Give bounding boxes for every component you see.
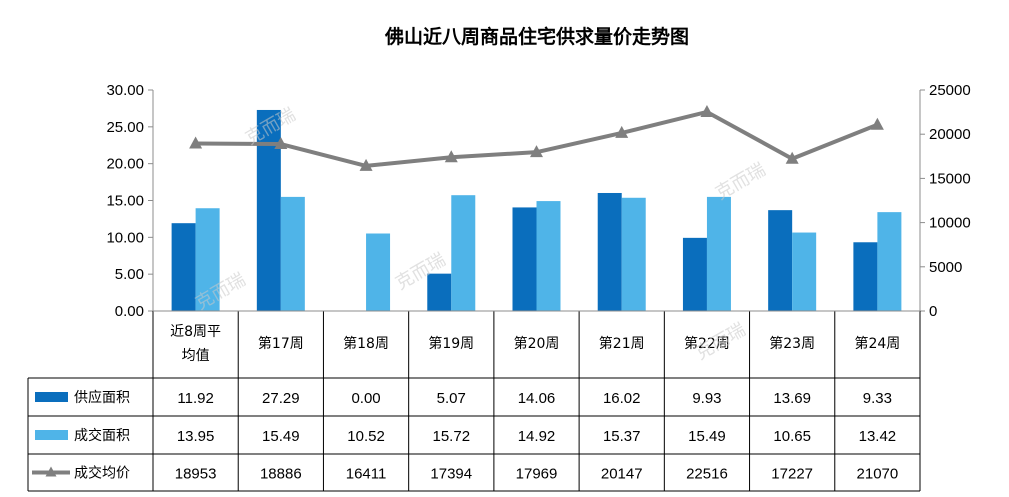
bar-supply-area <box>171 223 196 311</box>
bar-deal-area <box>195 208 220 311</box>
data-label: 13.69 <box>773 390 811 407</box>
point-avg-price <box>359 158 373 171</box>
data-label: 5.07 <box>437 390 466 407</box>
data-label: 16411 <box>346 466 387 483</box>
left-tick-label: 20.00 <box>106 156 144 173</box>
right-tick-label: 5000 <box>929 259 962 276</box>
data-label: 15.49 <box>688 428 726 445</box>
left-tick-label: 10.00 <box>106 229 144 246</box>
data-label: 14.06 <box>518 390 556 407</box>
point-avg-price <box>700 104 714 117</box>
bar-supply-area <box>768 210 793 311</box>
point-avg-price <box>189 136 203 149</box>
bar-deal-area <box>280 196 305 311</box>
data-label: 17227 <box>771 466 813 483</box>
category-label: 第20周 <box>514 335 560 352</box>
data-label: 0.00 <box>351 390 380 407</box>
legend-swatch <box>35 430 68 440</box>
chart-title: 佛山近八周商品住宅供求量价走势图 <box>384 25 689 48</box>
data-label: 10.52 <box>347 428 385 445</box>
category-label: 均值 <box>182 348 210 364</box>
data-label: 9.33 <box>863 390 892 407</box>
data-label: 13.42 <box>859 428 897 445</box>
data-label: 9.93 <box>692 390 721 407</box>
data-label: 17394 <box>430 466 472 483</box>
bar-supply-area <box>427 273 452 311</box>
bar-deal-area <box>877 212 902 311</box>
right-tick-label: 25000 <box>929 82 971 99</box>
data-label: 15.72 <box>433 428 471 445</box>
data-label: 15.37 <box>603 428 641 445</box>
data-label: 15.49 <box>262 428 300 445</box>
category-label: 近8周平 <box>170 324 221 340</box>
point-avg-price <box>615 125 629 138</box>
bar-supply-area <box>512 207 537 311</box>
category-label: 第19周 <box>428 335 474 352</box>
bar-deal-area <box>366 233 391 311</box>
category-label: 第17周 <box>258 335 304 352</box>
data-label: 16.02 <box>603 390 641 407</box>
bar-deal-area <box>792 232 817 311</box>
right-tick-label: 0 <box>929 303 937 320</box>
legend-label: 成交面积 <box>74 427 130 444</box>
watermark: 克而瑞 <box>692 319 749 364</box>
left-tick-label: 0.00 <box>115 303 144 320</box>
point-avg-price <box>870 117 884 130</box>
bar-deal-area <box>621 197 646 311</box>
bar-deal-area <box>451 195 476 311</box>
category-label: 第24周 <box>854 335 900 352</box>
legend-label: 供应面积 <box>74 389 130 406</box>
right-tick-label: 20000 <box>929 126 971 143</box>
bar-supply-area <box>597 192 622 311</box>
data-label: 10.65 <box>773 428 811 445</box>
category-label: 第22周 <box>684 335 730 352</box>
category-label: 第18周 <box>343 335 389 352</box>
data-label: 20147 <box>601 466 643 483</box>
right-tick-label: 15000 <box>929 170 971 187</box>
data-label: 13.95 <box>177 428 215 445</box>
bar-deal-area <box>536 201 561 311</box>
category-label: 第23周 <box>769 335 815 352</box>
right-tick-label: 10000 <box>929 215 971 232</box>
left-tick-label: 5.00 <box>115 266 144 283</box>
point-avg-price <box>444 150 458 163</box>
legend-marker <box>45 466 57 477</box>
point-avg-price <box>785 151 799 164</box>
point-avg-price <box>530 145 543 158</box>
bar-deal-area <box>706 196 731 311</box>
left-tick-label: 15.00 <box>106 193 144 210</box>
bar-supply-area <box>682 237 707 311</box>
legend-swatch <box>35 392 68 402</box>
data-label: 27.29 <box>262 390 300 407</box>
watermark: 克而瑞 <box>712 159 769 204</box>
legend-label: 成交均价 <box>74 465 130 482</box>
data-label: 11.92 <box>177 390 213 407</box>
data-label: 18953 <box>175 466 217 483</box>
point-avg-price <box>274 137 288 150</box>
left-tick-label: 25.00 <box>106 119 144 136</box>
data-label: 17969 <box>516 466 558 483</box>
data-label: 21070 <box>857 466 899 483</box>
data-label: 22516 <box>686 466 728 483</box>
left-tick-label: 30.00 <box>106 82 144 99</box>
data-label: 18886 <box>260 466 302 483</box>
bar-supply-area <box>853 242 878 311</box>
category-label: 第21周 <box>599 335 645 352</box>
data-label: 14.92 <box>518 428 556 445</box>
